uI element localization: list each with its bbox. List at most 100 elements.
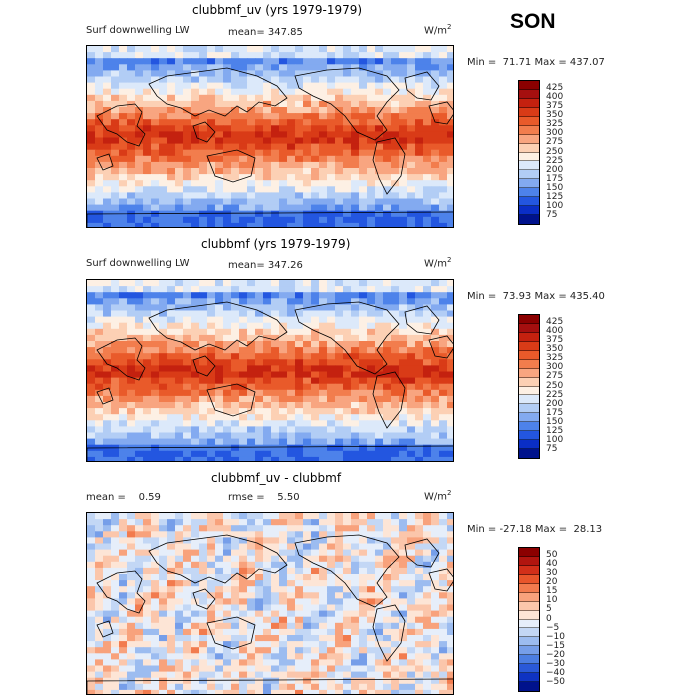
colorbar-swatch <box>519 583 539 593</box>
colorbar-swatch <box>519 89 539 99</box>
colorbar-tick-label: 200 <box>546 164 564 175</box>
colorbar-tick-label: 75 <box>546 443 558 454</box>
colorbar-tick-label: 375 <box>546 101 564 112</box>
colorbar-swatch <box>519 431 539 441</box>
colorbar-tick-label: 300 <box>546 362 564 373</box>
colorbar-tick-label: 375 <box>546 335 564 346</box>
colorbar-swatch <box>519 413 539 423</box>
panel-1-colorbar <box>518 80 540 225</box>
season-label: SON <box>510 10 556 33</box>
colorbar-swatch <box>519 206 539 216</box>
panel-3-map <box>86 512 454 695</box>
colorbar-tick-label: 0 <box>546 613 552 624</box>
colorbar-tick-label: 325 <box>546 119 564 130</box>
panel-1-units: W/m2 <box>424 23 452 37</box>
colorbar-tick-label: 175 <box>546 173 564 184</box>
colorbar-tick-label: 325 <box>546 353 564 364</box>
colorbar-tick-label: −10 <box>546 631 565 642</box>
colorbar-tick-label: 75 <box>546 209 558 220</box>
colorbar-swatch <box>519 565 539 575</box>
colorbar-tick-label: 250 <box>546 380 564 391</box>
panel-3-colorbar <box>518 547 540 692</box>
field-cells <box>87 513 453 694</box>
colorbar-tick-label: 425 <box>546 317 564 328</box>
colorbar-swatch <box>519 574 539 584</box>
colorbar-swatch <box>519 197 539 207</box>
colorbar-swatch <box>519 619 539 629</box>
panel-2-minmax: Min = 73.93 Max = 435.40 <box>467 291 605 302</box>
colorbar-swatch <box>519 215 539 224</box>
colorbar-tick-label: 150 <box>546 416 564 427</box>
panel-3-mean: mean = 0.59 <box>86 492 161 503</box>
colorbar-tick-label: 425 <box>546 83 564 94</box>
panel-2-colorbar <box>518 314 540 459</box>
colorbar-swatch <box>519 188 539 198</box>
colorbar-tick-label: 275 <box>546 137 564 148</box>
colorbar-swatch <box>519 682 539 691</box>
panel-1-mean: mean= 347.85 <box>228 27 303 38</box>
panel-2-title: clubbmf (yrs 1979-1979) <box>201 237 351 251</box>
colorbar-swatch <box>519 440 539 450</box>
colorbar-tick-label: −30 <box>546 658 565 669</box>
panel-2-map-svg <box>87 280 453 461</box>
colorbar-swatch <box>519 404 539 414</box>
colorbar-swatch <box>519 637 539 647</box>
colorbar-tick-label: 400 <box>546 326 564 337</box>
colorbar-swatch <box>519 628 539 638</box>
colorbar-swatch <box>519 422 539 432</box>
colorbar-tick-label: 5 <box>546 604 552 615</box>
panel-2-mean: mean= 347.26 <box>228 260 303 271</box>
panel-3-map-svg <box>87 513 453 694</box>
colorbar-swatch <box>519 98 539 108</box>
panel-1-title: clubbmf_uv (yrs 1979-1979) <box>192 3 363 17</box>
colorbar-tick-label: 40 <box>546 559 558 570</box>
colorbar-swatch <box>519 125 539 135</box>
colorbar-tick-label: −20 <box>546 649 565 660</box>
coastlines <box>87 67 453 227</box>
coastlines <box>87 301 453 461</box>
colorbar-swatch <box>519 143 539 153</box>
panel-2-units: W/m2 <box>424 256 452 270</box>
colorbar-tick-label: 200 <box>546 398 564 409</box>
colorbar-swatch <box>519 107 539 117</box>
colorbar-tick-label: 250 <box>546 146 564 157</box>
colorbar-swatch <box>519 610 539 620</box>
colorbar-swatch <box>519 655 539 665</box>
colorbar-swatch <box>519 179 539 189</box>
colorbar-tick-label: 350 <box>546 110 564 121</box>
colorbar-swatch <box>519 556 539 566</box>
colorbar-swatch <box>519 386 539 396</box>
colorbar-swatch <box>519 152 539 162</box>
colorbar-swatch <box>519 323 539 333</box>
colorbar-swatch <box>519 350 539 360</box>
colorbar-tick-label: 300 <box>546 128 564 139</box>
colorbar-tick-label: 100 <box>546 434 564 445</box>
colorbar-tick-label: 350 <box>546 344 564 355</box>
colorbar-swatch <box>519 341 539 351</box>
colorbar-tick-label: 10 <box>546 595 558 606</box>
panel-2-map <box>86 279 454 462</box>
panel-3-minmax: Min = -27.18 Max = 28.13 <box>467 524 603 535</box>
colorbar-tick-label: −15 <box>546 640 565 651</box>
colorbar-tick-label: 20 <box>546 577 558 588</box>
colorbar-tick-label: −5 <box>546 622 560 633</box>
colorbar-tick-label: 100 <box>546 200 564 211</box>
colorbar-swatch <box>519 395 539 405</box>
colorbar-tick-label: 50 <box>546 550 558 561</box>
colorbar-tick-label: 225 <box>546 389 564 400</box>
colorbar-swatch <box>519 161 539 171</box>
colorbar-swatch <box>519 673 539 683</box>
colorbar-tick-label: 275 <box>546 371 564 382</box>
colorbar-swatch <box>519 646 539 656</box>
colorbar-swatch <box>519 315 539 324</box>
colorbar-swatch <box>519 368 539 378</box>
colorbar-swatch <box>519 134 539 144</box>
colorbar-tick-label: 175 <box>546 407 564 418</box>
colorbar-tick-label: 125 <box>546 425 564 436</box>
panel-3-units: W/m2 <box>424 489 452 503</box>
panel-1-variable: Surf downwelling LW <box>86 25 190 36</box>
colorbar-swatch <box>519 601 539 611</box>
colorbar-swatch <box>519 592 539 602</box>
coastlines <box>87 534 453 694</box>
colorbar-tick-label: −50 <box>546 676 565 687</box>
